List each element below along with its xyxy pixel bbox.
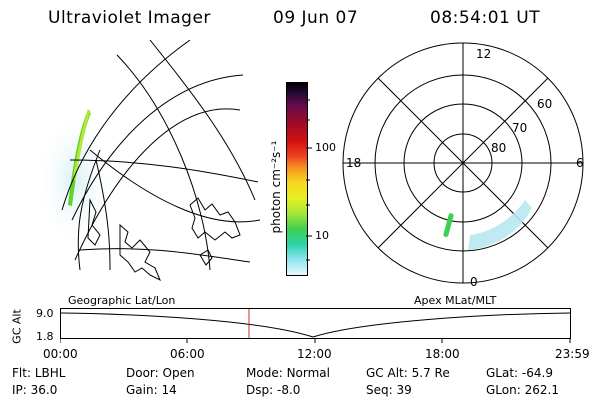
timeline-xtick-1: 06:00: [170, 347, 205, 361]
colorbar-ticks: [306, 99, 312, 261]
info-seq: Seq: 39: [366, 383, 412, 397]
mlt-label-18: 18: [346, 156, 362, 170]
colorbar-unit-label: photon cm⁻²s⁻¹: [269, 140, 283, 234]
timeline-xtick-3: 18:00: [425, 347, 460, 361]
timeline-xtick-2: 12:00: [297, 347, 332, 361]
altitude-curve: [60, 312, 571, 338]
timeline-left-label: Geographic Lat/Lon: [68, 294, 176, 307]
mlt-label-0: 0: [470, 275, 478, 289]
info-gc-alt: GC Alt: 5.7 Re: [366, 366, 450, 380]
timeline-xtick-0: 00:00: [43, 347, 78, 361]
diffuse-emission: [40, 110, 113, 250]
colorbar: [286, 82, 308, 276]
info-flt: Flt: LBHL: [12, 366, 66, 380]
info-gain: Gain: 14: [126, 383, 177, 397]
timeline-axis-title: GC Alt: [10, 309, 24, 344]
info-glon: GLon: 262.1: [486, 383, 559, 397]
lat-label-80: 80: [491, 141, 507, 155]
timeline-xtick-4: 23:59: [555, 347, 590, 361]
coastlines: [87, 197, 241, 282]
time-label: 08:54:01 UT: [430, 8, 541, 28]
polar-diffuse-emission: [468, 200, 532, 250]
info-door: Door: Open: [126, 366, 195, 380]
timeline-ytick-low: 1.8: [36, 330, 54, 343]
auroral-band: [68, 112, 91, 206]
lat-label-70: 70: [512, 121, 528, 135]
mlt-label-12: 12: [476, 47, 492, 61]
polar-plot: [342, 42, 584, 284]
timeline-ytick-high: 9.0: [36, 307, 54, 320]
lat-label-60: 60: [537, 97, 553, 111]
mlt-label-6: 6: [576, 156, 584, 170]
instrument-title: Ultraviolet Imager: [48, 8, 211, 28]
timeline-right-label: Apex MLat/MLT: [414, 294, 497, 307]
geographic-map: [40, 40, 261, 282]
info-ip: IP: 36.0: [12, 383, 58, 397]
info-mode: Mode: Normal: [246, 366, 330, 380]
altitude-timeline: [60, 308, 571, 343]
colorbar-tick-100: 100: [315, 141, 336, 154]
info-dsp: Dsp: -8.0: [246, 383, 301, 397]
colorbar-tick-10: 10: [315, 229, 329, 242]
date-label: 09 Jun 07: [273, 8, 359, 28]
info-glat: GLat: -64.9: [486, 366, 553, 380]
polar-auroral-spot: [443, 213, 454, 237]
